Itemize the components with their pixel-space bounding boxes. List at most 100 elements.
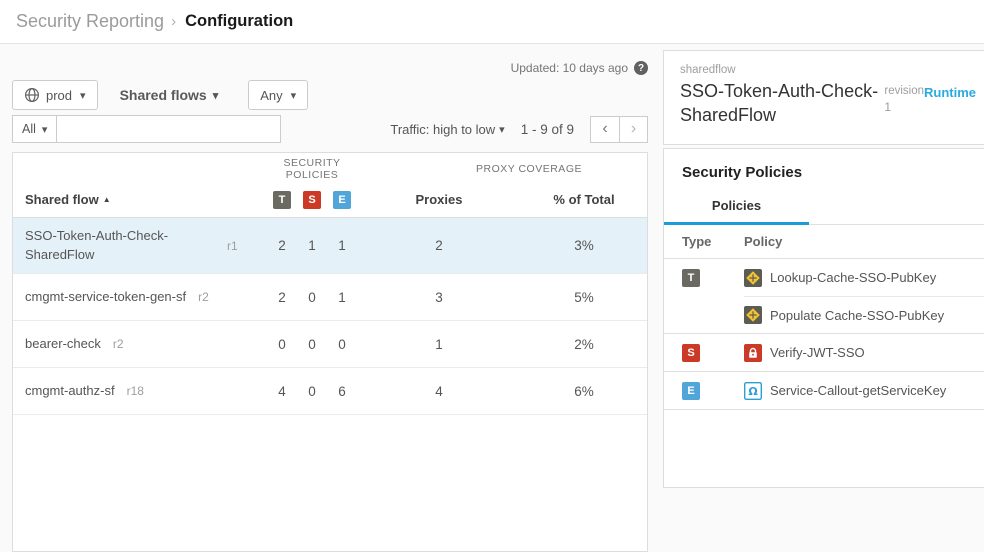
- traffic-count: 4: [267, 384, 297, 399]
- shared-flow-name: cmgmt-authz-sf: [25, 382, 115, 401]
- updated-status: Updated: 10 days ago ?: [12, 61, 648, 75]
- security-count: 0: [297, 337, 327, 352]
- revision-caption: revision: [884, 85, 924, 97]
- policy-name: Verify-JWT-SSO: [770, 345, 865, 360]
- page-title: Configuration: [185, 12, 293, 31]
- main-area: Updated: 10 days ago ? prod ▾ Shared flo…: [0, 45, 984, 429]
- lock-icon: [744, 344, 762, 362]
- revision-number: 1: [884, 100, 924, 114]
- policy-group-extension: E Ω Service-Callout-getServiceKey: [664, 372, 984, 410]
- shared-flow-name: SSO-Token-Auth-Check-SharedFlow: [25, 227, 215, 265]
- revision-meta: revision 1 Runtime: [884, 85, 976, 128]
- revision-label: r2: [113, 337, 124, 351]
- traffic-sort-label: Traffic: high to low: [390, 122, 495, 137]
- detail-tabs: Policies: [664, 198, 984, 225]
- type-column-header: Type: [682, 234, 744, 249]
- policy-group-traffic: T Lookup-Cache-SSO-PubKey: [664, 259, 984, 334]
- extension-count: 1: [327, 238, 357, 253]
- shared-flow-header-label: Shared flow: [25, 192, 99, 207]
- traffic-count: 0: [267, 337, 297, 352]
- shared-flow-name: bearer-check: [25, 335, 101, 354]
- chevron-down-icon: ▾: [499, 123, 505, 136]
- pagination-range: 1 - 9 of 9: [521, 122, 574, 137]
- security-policies-group-header: SECURITY POLICIES: [267, 157, 357, 181]
- search-group: All ▾: [12, 115, 281, 143]
- chevron-down-icon: ▾: [291, 89, 297, 102]
- svg-text:Ω: Ω: [748, 385, 758, 398]
- revision-label: r1: [227, 239, 238, 253]
- runtime-link[interactable]: Runtime: [924, 85, 976, 128]
- revision-label: r2: [198, 290, 209, 304]
- shared-flow-column-header[interactable]: Shared flow ▲: [13, 192, 267, 207]
- shared-flow-name: cmgmt-service-token-gen-sf: [25, 288, 186, 307]
- table-row[interactable]: SSO-Token-Auth-Check-SharedFlow r1 2 1 1…: [13, 218, 647, 274]
- globe-icon: [24, 87, 40, 103]
- table-row[interactable]: bearer-check r2 0 0 0 1 2%: [13, 321, 647, 368]
- environment-label: prod: [46, 88, 72, 103]
- policy-group-security: S Verify-JWT-SSO: [664, 334, 984, 372]
- flows-type-dropdown[interactable]: Shared flows ▾: [120, 87, 219, 103]
- traffic-badge: T: [682, 269, 700, 287]
- tab-policies[interactable]: Policies: [664, 198, 809, 225]
- table-header-row: Shared flow ▲ T S E Proxies % of Total: [13, 182, 647, 218]
- detail-title: SSO-Token-Auth-Check-SharedFlow: [680, 79, 884, 128]
- search-input[interactable]: [57, 116, 280, 142]
- cache-icon: [744, 269, 762, 287]
- proxies-count: 4: [357, 384, 521, 399]
- extension-badge: E: [333, 191, 351, 209]
- traffic-sort-dropdown[interactable]: Traffic: high to low ▾: [390, 122, 504, 137]
- next-page-button[interactable]: ›: [619, 116, 648, 143]
- callout-icon: Ω: [744, 382, 762, 400]
- prev-page-button[interactable]: ‹: [590, 116, 619, 143]
- policy-row[interactable]: Lookup-Cache-SSO-PubKey: [744, 268, 984, 296]
- breadcrumb-parent-link[interactable]: Security Reporting: [16, 11, 164, 32]
- search-toolbar: All ▾ Traffic: high to low ▾ 1 - 9 of 9 …: [12, 115, 648, 143]
- pct-total-column-header: % of Total: [521, 192, 647, 207]
- policy-row[interactable]: Populate Cache-SSO-PubKey: [744, 296, 984, 333]
- search-scope-label: All: [22, 122, 36, 136]
- any-filter-dropdown[interactable]: Any ▾: [248, 80, 308, 110]
- security-count: 0: [297, 290, 327, 305]
- security-badge: S: [303, 191, 321, 209]
- cache-icon: [744, 306, 762, 324]
- proxies-column-header: Proxies: [357, 192, 521, 207]
- flows-type-label: Shared flows: [120, 87, 207, 103]
- any-filter-label: Any: [260, 88, 282, 103]
- pct-total-value: 5%: [521, 290, 647, 305]
- table-row[interactable]: cmgmt-service-token-gen-sf r2 2 0 1 3 5%: [13, 274, 647, 321]
- pct-total-value: 2%: [521, 337, 647, 352]
- proxies-count: 2: [357, 238, 521, 253]
- traffic-count: 2: [267, 290, 297, 305]
- pagination: ‹ ›: [590, 116, 648, 143]
- security-count: 1: [297, 238, 327, 253]
- environment-dropdown[interactable]: prod ▾: [12, 80, 98, 110]
- security-policies-title: Security Policies: [664, 164, 984, 181]
- policies-header-row: Type Policy: [664, 225, 984, 259]
- list-controls: Traffic: high to low ▾ 1 - 9 of 9 ‹ ›: [390, 116, 648, 143]
- extension-badge: E: [682, 382, 700, 400]
- entity-kind-label: sharedflow: [680, 64, 976, 76]
- help-icon[interactable]: ?: [634, 61, 648, 75]
- pct-total-value: 3%: [521, 238, 647, 253]
- filter-toolbar: prod ▾ Shared flows ▾ Any ▾: [12, 80, 308, 110]
- chevron-down-icon: ▾: [80, 89, 86, 102]
- chevron-down-icon: ▾: [213, 89, 219, 102]
- policy-row[interactable]: Ω Service-Callout-getServiceKey: [744, 381, 984, 409]
- policy-name: Populate Cache-SSO-PubKey: [770, 308, 944, 323]
- traffic-count: 2: [267, 238, 297, 253]
- table-group-header-row: SECURITY POLICIES PROXY COVERAGE: [13, 155, 647, 182]
- policy-column-header: Policy: [744, 234, 984, 249]
- traffic-badge: T: [273, 191, 291, 209]
- sort-asc-icon: ▲: [103, 195, 111, 204]
- breadcrumb-separator: ›: [171, 13, 176, 30]
- table-row[interactable]: cmgmt-authz-sf r18 4 0 6 4 6%: [13, 368, 647, 415]
- shared-flows-table: SECURITY POLICIES PROXY COVERAGE Shared …: [12, 152, 648, 552]
- policy-row[interactable]: Verify-JWT-SSO: [744, 343, 984, 371]
- search-scope-dropdown[interactable]: All ▾: [13, 116, 57, 142]
- updated-label: Updated: 10 days ago: [511, 61, 628, 75]
- security-policies-card: Security Policies Policies Type Policy T: [663, 148, 984, 488]
- security-count: 0: [297, 384, 327, 399]
- pct-total-value: 6%: [521, 384, 647, 399]
- chevron-down-icon: ▾: [42, 123, 48, 136]
- security-badge: S: [682, 344, 700, 362]
